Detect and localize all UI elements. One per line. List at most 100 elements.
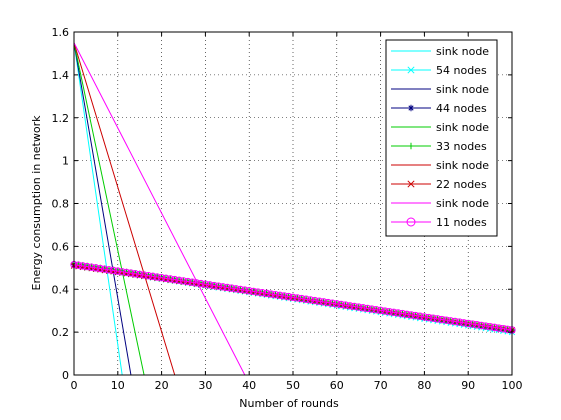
marker-circle (350, 302, 359, 311)
legend-label: 22 nodes (436, 178, 487, 191)
marker-circle (179, 277, 188, 285)
grid (74, 32, 512, 375)
marker-circle (87, 263, 96, 271)
marker-circle (420, 313, 429, 321)
y-tick-label: 0.2 (52, 326, 70, 339)
marker-circle (359, 304, 367, 312)
series-9 (70, 260, 516, 334)
marker-circle (363, 304, 372, 313)
y-tick-label: 0.6 (52, 240, 70, 253)
marker-circle (381, 307, 389, 315)
y-tick-label: 0 (62, 369, 69, 382)
y-tick-label: 0.4 (52, 283, 70, 296)
marker-circle (127, 269, 135, 277)
marker-circle (464, 319, 472, 328)
legend-item: sink node (391, 197, 489, 210)
y-tick-label: 1.6 (52, 26, 70, 39)
x-tick-label: 80 (417, 379, 431, 392)
marker-circle (157, 273, 166, 282)
marker-circle (92, 264, 100, 272)
marker-circle (333, 300, 341, 308)
x-tick-label: 0 (71, 379, 78, 392)
marker-circle (324, 298, 332, 307)
marker-circle (227, 284, 236, 292)
legend-label: sink node (436, 121, 489, 134)
legend-label: sink node (436, 159, 489, 172)
marker-circle (140, 271, 148, 279)
marker-circle (109, 266, 118, 275)
marker-circle (96, 264, 104, 273)
marker-x (407, 180, 415, 188)
legend-item: sink node (391, 159, 489, 172)
marker-circle (214, 282, 223, 290)
marker-circle (267, 290, 275, 298)
marker-circle (184, 277, 192, 286)
marker-circle (284, 292, 293, 301)
marker-plus (407, 142, 415, 150)
marker-circle (263, 289, 271, 298)
marker-circle (442, 316, 450, 324)
marker-circle (271, 290, 280, 299)
marker-circle (460, 319, 468, 327)
marker-circle (162, 274, 170, 283)
legend-item: 44 nodes (391, 102, 487, 115)
marker-circle (192, 279, 201, 287)
marker-circle (83, 262, 91, 271)
marker-circle (206, 281, 214, 289)
marker-circle (372, 306, 380, 314)
x-tick-label: 100 (502, 379, 523, 392)
marker-circle (394, 309, 402, 317)
marker-circle (245, 287, 253, 295)
marker-circle (438, 315, 446, 324)
x-axis-label: Number of rounds (239, 397, 339, 410)
marker-circle (276, 291, 284, 300)
ticks: 0 10 20 30 40 50 60 70 80 90 100 0 0.2 0.4 0.6 0.8 1 1.2 1… (52, 26, 523, 392)
y-tick-label: 1.2 (52, 112, 70, 125)
marker-circle (306, 296, 315, 304)
marker-circle (337, 300, 345, 309)
legend-item: 54 nodes (391, 64, 487, 77)
marker-circle (249, 287, 258, 296)
x-tick-label: 30 (198, 379, 212, 392)
marker-circle (105, 266, 113, 274)
marker-circle (398, 309, 407, 318)
marker-circle (390, 308, 398, 317)
marker-circle (468, 320, 477, 328)
marker-circle (477, 321, 486, 330)
legend-item: 22 nodes (391, 178, 487, 191)
x-tick-label: 60 (330, 379, 344, 392)
legend-item: 33 nodes (391, 140, 487, 153)
marker-circle (341, 301, 350, 309)
marker-circle (114, 267, 122, 275)
x-tick-label: 40 (242, 379, 256, 392)
marker-circle (455, 318, 464, 326)
y-tick-label: 1 (62, 155, 69, 168)
legend-item: 11 nodes (391, 216, 487, 229)
legend-item: sink node (391, 45, 489, 58)
marker-circle (232, 285, 240, 293)
marker-circle (241, 286, 249, 294)
marker-circle (328, 299, 337, 307)
marker-circle (499, 324, 507, 333)
marker-circle (258, 289, 267, 297)
legend-label: sink node (436, 197, 489, 210)
marker-circle (201, 280, 210, 288)
marker-circle (131, 270, 140, 278)
x-tick-label: 70 (374, 379, 388, 392)
marker-circle (171, 275, 179, 284)
marker-circle (175, 276, 183, 284)
marker-x (407, 66, 415, 74)
marker-circle (293, 294, 302, 302)
marker-circle (236, 285, 245, 294)
marker-circle (149, 272, 157, 281)
x-tick-label: 10 (111, 379, 125, 392)
legend-label: 11 nodes (436, 216, 487, 229)
x-tick-label: 50 (286, 379, 300, 392)
marker-circle (100, 265, 109, 273)
marker-circle (368, 305, 376, 313)
marker-circle (385, 307, 394, 316)
marker-circle (346, 302, 354, 310)
legend: sink node 54 nodes sink node 44 nodes sink n… (385, 39, 498, 237)
marker-circle (188, 278, 196, 286)
